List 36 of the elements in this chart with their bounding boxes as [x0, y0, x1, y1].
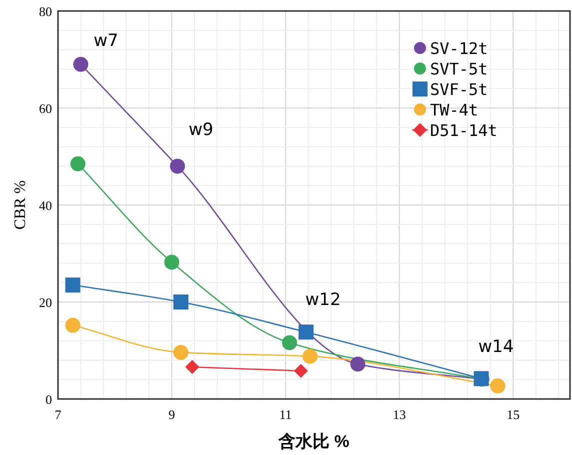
point [65, 278, 80, 293]
point [298, 324, 314, 340]
point [282, 335, 298, 350]
point [65, 318, 80, 333]
legend-label: SV-12t [430, 39, 488, 58]
legend-label: TW-4t [430, 100, 478, 120]
annotation: w9 [188, 120, 214, 140]
y-tick-label: 20 [39, 295, 52, 310]
point [70, 156, 86, 172]
x-axis-title: 含水比 % [278, 432, 350, 451]
x-tick-label: 9 [168, 407, 176, 422]
point [350, 356, 366, 372]
point [73, 56, 88, 72]
point [294, 364, 308, 378]
point [185, 360, 200, 374]
point [302, 348, 318, 364]
y-axis-title: CBR % [12, 180, 29, 230]
annotation: w7 [94, 31, 118, 51]
x-tick-label: 15 [506, 407, 520, 422]
point [173, 344, 188, 360]
x-tick-label: 13 [392, 407, 406, 422]
x-tick-label: 11 [279, 407, 292, 422]
point [490, 378, 506, 394]
point [164, 254, 180, 270]
y-tick-label: 40 [39, 198, 52, 213]
annotation: w14 [478, 337, 514, 357]
legend-label: D51-14t [430, 121, 498, 140]
point [173, 294, 188, 310]
point [170, 158, 185, 174]
y-tick-label: 0 [46, 392, 52, 407]
y-tick-label: 80 [39, 4, 52, 19]
legend-label: SVT-5t [430, 60, 488, 78]
annotation: w12 [305, 290, 341, 310]
y-tick-label: 60 [39, 101, 52, 116]
x-tick-label: 7 [54, 407, 62, 422]
legend-label: SVF-5t [430, 80, 488, 99]
